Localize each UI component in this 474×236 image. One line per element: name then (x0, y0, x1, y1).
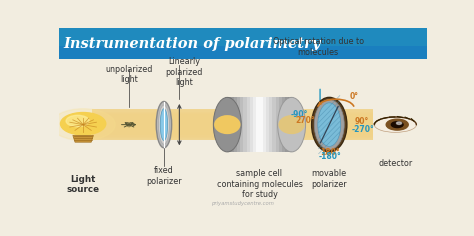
Circle shape (396, 122, 401, 124)
FancyBboxPatch shape (243, 97, 246, 152)
FancyBboxPatch shape (256, 97, 259, 152)
FancyBboxPatch shape (272, 97, 275, 152)
Ellipse shape (278, 97, 306, 152)
Text: unpolarized
light: unpolarized light (105, 65, 153, 84)
Circle shape (392, 122, 403, 127)
FancyBboxPatch shape (92, 113, 374, 137)
FancyBboxPatch shape (230, 97, 234, 152)
FancyBboxPatch shape (269, 97, 272, 152)
FancyBboxPatch shape (259, 97, 263, 152)
FancyBboxPatch shape (282, 97, 285, 152)
FancyBboxPatch shape (285, 97, 288, 152)
FancyBboxPatch shape (92, 111, 374, 138)
Ellipse shape (374, 117, 417, 132)
Text: 180°: 180° (320, 148, 340, 157)
Text: Light
source: Light source (67, 175, 100, 194)
FancyBboxPatch shape (92, 109, 374, 140)
Text: 0°: 0° (349, 92, 358, 101)
FancyBboxPatch shape (250, 97, 253, 152)
FancyBboxPatch shape (288, 97, 292, 152)
Text: 270°: 270° (295, 116, 315, 125)
Ellipse shape (278, 115, 305, 134)
FancyBboxPatch shape (240, 97, 243, 152)
FancyBboxPatch shape (92, 114, 374, 135)
Circle shape (51, 109, 115, 140)
Circle shape (66, 115, 89, 127)
Ellipse shape (213, 97, 241, 152)
Text: detector: detector (378, 159, 412, 168)
Text: -270°: -270° (351, 125, 374, 134)
FancyBboxPatch shape (266, 97, 269, 152)
FancyBboxPatch shape (234, 97, 237, 152)
Text: priyamstudycentre.com: priyamstudycentre.com (211, 201, 274, 206)
Text: fixed
polarizer: fixed polarizer (146, 166, 182, 186)
FancyBboxPatch shape (92, 109, 374, 140)
FancyBboxPatch shape (92, 110, 374, 139)
Circle shape (386, 119, 408, 130)
Ellipse shape (311, 97, 347, 152)
FancyBboxPatch shape (59, 28, 427, 46)
FancyBboxPatch shape (228, 97, 230, 152)
FancyBboxPatch shape (275, 97, 279, 152)
FancyBboxPatch shape (228, 97, 292, 152)
FancyBboxPatch shape (253, 97, 256, 152)
Ellipse shape (214, 115, 240, 134)
Text: Optical rotation due to
molecules: Optical rotation due to molecules (273, 37, 364, 57)
FancyBboxPatch shape (246, 97, 250, 152)
Circle shape (61, 113, 106, 135)
Ellipse shape (318, 103, 341, 146)
Text: Instrumentation of polarimetry: Instrumentation of polarimetry (64, 37, 321, 51)
Text: -90°: -90° (291, 110, 308, 119)
Text: -180°: -180° (319, 152, 341, 161)
Ellipse shape (314, 100, 344, 150)
Polygon shape (73, 135, 93, 142)
Text: Linearly
polarized
light: Linearly polarized light (165, 57, 203, 87)
FancyBboxPatch shape (263, 97, 266, 152)
Text: sample cell
containing molecules
for study: sample cell containing molecules for stu… (217, 169, 302, 199)
Ellipse shape (156, 101, 172, 148)
Text: 90°: 90° (354, 117, 368, 126)
FancyBboxPatch shape (237, 97, 240, 152)
Ellipse shape (160, 109, 168, 140)
Text: movable
polarizer: movable polarizer (311, 169, 347, 189)
FancyBboxPatch shape (279, 97, 282, 152)
Ellipse shape (158, 105, 170, 144)
FancyBboxPatch shape (59, 28, 427, 59)
